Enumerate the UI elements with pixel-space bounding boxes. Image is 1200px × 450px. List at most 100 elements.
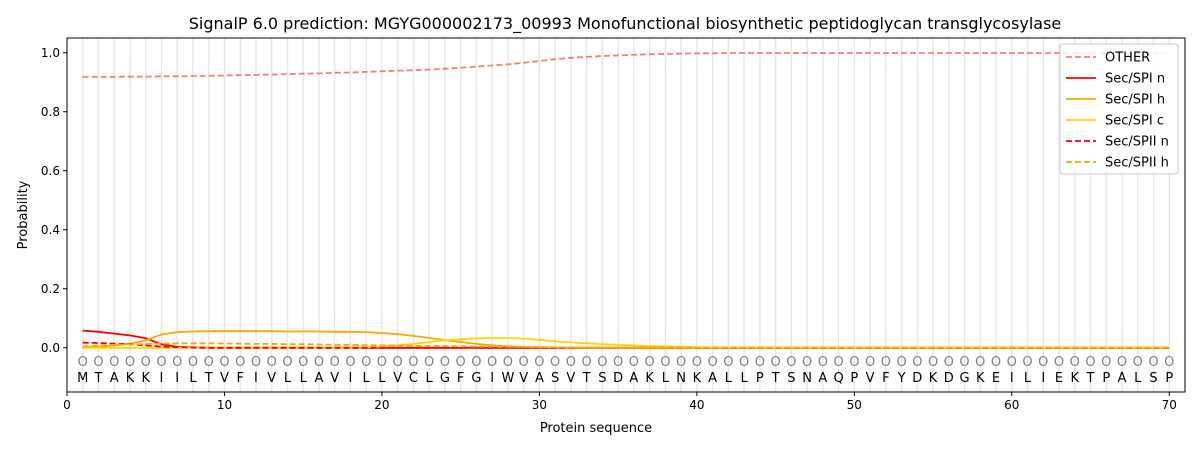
residue-label: K	[929, 371, 938, 386]
y-tick-label: 0.2	[41, 282, 60, 296]
region-label: O	[503, 355, 513, 370]
residue-label: F	[457, 371, 464, 386]
residue-label: S	[1149, 371, 1157, 386]
region-label: O	[676, 355, 686, 370]
residue-label: A	[629, 371, 638, 386]
region-label: O	[188, 355, 198, 370]
residue-label: K	[126, 371, 135, 386]
residue-label: P	[1165, 371, 1173, 386]
x-tick-label: 10	[217, 398, 232, 412]
x-tick-label: 20	[374, 398, 389, 412]
region-label: O	[597, 355, 607, 370]
residue-label: I	[175, 371, 179, 386]
region-label: O	[739, 355, 749, 370]
region-label: O	[1007, 355, 1017, 370]
residue-label: L	[300, 371, 308, 386]
legend-label: Sec/SPII h	[1105, 156, 1169, 171]
region-label: O	[456, 355, 466, 370]
residue-label: L	[378, 371, 386, 386]
region-label: O	[1148, 355, 1158, 370]
region-label: O	[629, 355, 639, 370]
residue-label: A	[818, 371, 827, 386]
x-tick-label: 70	[1162, 398, 1177, 412]
region-label: O	[345, 355, 355, 370]
region-label: O	[660, 355, 670, 370]
region-label: O	[519, 355, 529, 370]
residue-label: D	[944, 371, 954, 386]
region-label: O	[109, 355, 119, 370]
residue-label: L	[284, 371, 292, 386]
region-label: O	[78, 355, 88, 370]
residue-label: E	[992, 371, 1000, 386]
region-label: O	[723, 355, 733, 370]
residue-label: L	[1134, 371, 1142, 386]
legend-label: Sec/SPI c	[1105, 114, 1164, 129]
region-label: O	[770, 355, 780, 370]
residue-label: N	[676, 371, 686, 386]
residue-label: G	[440, 371, 450, 386]
region-label: O	[1070, 355, 1080, 370]
y-tick-label: 0.4	[41, 223, 60, 237]
x-tick-label: 60	[1004, 398, 1019, 412]
region-label: O	[707, 355, 717, 370]
region-label: O	[896, 355, 906, 370]
region-label: O	[125, 355, 135, 370]
region-label: O	[1133, 355, 1143, 370]
region-label: O	[865, 355, 875, 370]
residue-label: K	[141, 371, 150, 386]
x-tick-label: 50	[847, 398, 862, 412]
residue-label: T	[582, 371, 591, 386]
chart-title: SignalP 6.0 prediction: MGYG000002173_00…	[189, 14, 1062, 34]
region-label: O	[424, 355, 434, 370]
residue-label: P	[1102, 371, 1110, 386]
region-label: O	[487, 355, 497, 370]
region-label: O	[692, 355, 702, 370]
residue-label: T	[1086, 371, 1095, 386]
residue-label: V	[330, 371, 339, 386]
region-label: O	[377, 355, 387, 370]
residue-label: I	[349, 371, 353, 386]
region-label: O	[1085, 355, 1095, 370]
legend-label: OTHER	[1105, 51, 1150, 66]
region-label: O	[881, 355, 891, 370]
residue-label: D	[613, 371, 623, 386]
residue-label: L	[1024, 371, 1032, 386]
region-label: O	[408, 355, 418, 370]
region-label: O	[235, 355, 245, 370]
x-tick-label: 40	[689, 398, 704, 412]
residue-label: G	[960, 371, 970, 386]
x-tick-label: 30	[532, 398, 547, 412]
region-label: O	[471, 355, 481, 370]
residue-label: S	[598, 371, 606, 386]
residue-label: V	[566, 371, 575, 386]
region-label: O	[550, 355, 560, 370]
residue-label: T	[94, 371, 103, 386]
residue-label: K	[1071, 371, 1080, 386]
series-line-sec-spii-h	[82, 342, 1170, 349]
region-label: O	[818, 355, 828, 370]
y-tick-label: 1.0	[41, 46, 60, 60]
residue-label: P	[756, 371, 764, 386]
region-label: O	[93, 355, 103, 370]
residue-label: F	[236, 371, 243, 386]
residue-label: V	[393, 371, 402, 386]
region-label: O	[959, 355, 969, 370]
region-label: O	[267, 355, 277, 370]
residue-label: W	[501, 371, 514, 386]
region-label: O	[361, 355, 371, 370]
series-line-other	[82, 52, 1170, 78]
residue-label: T	[204, 371, 213, 386]
legend-label: Sec/SPII n	[1105, 135, 1169, 150]
residue-label: A	[314, 371, 323, 386]
region-label: O	[1038, 355, 1048, 370]
y-tick-label: 0.8	[41, 105, 60, 119]
region-label: O	[251, 355, 261, 370]
region-label: O	[1054, 355, 1064, 370]
region-label: O	[298, 355, 308, 370]
residue-label: I	[490, 371, 494, 386]
residue-label: E	[1055, 371, 1063, 386]
region-label: O	[534, 355, 544, 370]
region-label: O	[833, 355, 843, 370]
region-label: O	[330, 355, 340, 370]
residue-label: V	[267, 371, 276, 386]
